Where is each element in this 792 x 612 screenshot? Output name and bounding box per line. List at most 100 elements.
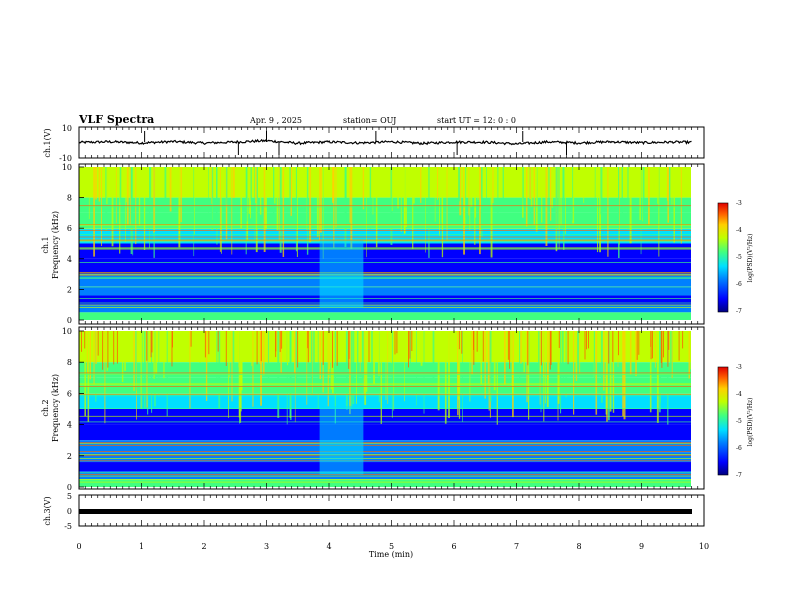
spectrogram-streak xyxy=(640,167,642,255)
spectrogram-streak xyxy=(593,331,595,392)
spectrogram-streak xyxy=(504,331,506,385)
spectrogram-streak xyxy=(525,167,528,227)
spectrogram-streak xyxy=(319,331,321,380)
spectrogram-streak xyxy=(458,331,460,400)
spectrogram-streak xyxy=(519,331,521,387)
spectrogram-streak xyxy=(487,331,489,384)
spectrogram-streak xyxy=(629,167,632,244)
spectrogram-streak xyxy=(143,167,146,250)
spectrogram-hot-streak xyxy=(151,331,153,353)
spectrogram-streak xyxy=(403,167,405,234)
spectrogram-streak xyxy=(104,331,106,424)
spectrogram-hot-streak xyxy=(550,331,552,365)
spectrogram-streak xyxy=(558,167,560,250)
spectrogram-streak xyxy=(372,167,374,215)
spectrogram-line xyxy=(79,224,691,225)
spectrogram-streak xyxy=(328,331,330,378)
spectrogram-line xyxy=(79,298,691,299)
ch1-colorbar-ramp xyxy=(717,202,729,313)
spectrogram-streak xyxy=(332,167,335,201)
spectrogram-streak xyxy=(471,331,473,375)
spectrogram-streak xyxy=(263,167,266,252)
spectrogram-hot-streak xyxy=(217,331,219,352)
spectrogram-streak xyxy=(659,331,661,413)
spectrogram-streak xyxy=(657,167,659,204)
ch1-colorbar-tick-m6: -6 xyxy=(736,281,742,288)
ch2-colorbar-tick-m7: -7 xyxy=(736,472,742,479)
spectrogram-hot-streak xyxy=(260,331,262,362)
spectrogram-streak xyxy=(563,167,565,250)
spectrogram-line xyxy=(79,455,691,457)
spectrogram-streak xyxy=(320,167,322,233)
spectrogram-hot-streak xyxy=(692,331,693,348)
spectrogram-streak xyxy=(479,167,481,255)
spectrogram-streak xyxy=(492,167,494,204)
spectrogram-streak xyxy=(319,167,320,241)
spectrogram-line xyxy=(79,248,691,250)
spectrogram-line xyxy=(79,206,691,208)
spectrogram-streak xyxy=(538,331,540,369)
spectrogram-streak xyxy=(356,331,357,404)
spectrogram-streak xyxy=(153,167,155,234)
spectrogram-hot-streak xyxy=(612,331,614,362)
spectrogram-streak xyxy=(468,167,470,216)
spectrogram-streak xyxy=(484,331,486,399)
spectrogram-streak xyxy=(154,167,156,232)
date-label: Apr. 9 , 2025 xyxy=(249,116,302,125)
spectrogram-line xyxy=(79,445,691,446)
spectrogram-line xyxy=(79,248,691,249)
ch2-colorbar: -3 -4 -5 -6 -7 log(PSD)(V²/Hz) xyxy=(717,364,754,479)
spectrogram-streak xyxy=(95,331,97,364)
spectrogram-hot-streak xyxy=(608,331,610,364)
ch1-waveform-trace xyxy=(78,131,692,155)
spectrogram-streak xyxy=(607,331,610,421)
spectrogram-streak xyxy=(250,167,252,202)
spectrogram-streak xyxy=(391,331,393,364)
ch1-ytick-top: 10 xyxy=(62,124,72,133)
spectrogram-line xyxy=(79,247,691,249)
spectrogram-line xyxy=(79,230,691,231)
spectrogram-streak xyxy=(135,331,137,391)
spectrogram-streak xyxy=(393,331,395,411)
spectrogram-streak xyxy=(317,331,319,409)
frequency-tick-label: 2 xyxy=(67,285,72,294)
spectrogram-streak xyxy=(560,167,562,225)
spectrogram-streak xyxy=(555,167,558,251)
spectrogram-line xyxy=(79,372,691,374)
spectrogram-band xyxy=(79,409,691,425)
spectrogram-streak xyxy=(362,167,365,210)
spectrogram-hot-streak xyxy=(107,331,109,368)
spectrogram-streak xyxy=(603,331,605,391)
spectrogram-streak xyxy=(385,331,387,400)
spectrogram-streak xyxy=(446,167,448,242)
spectrogram-line xyxy=(79,228,691,230)
spectrogram-streak xyxy=(642,167,645,218)
spectrogram-streak xyxy=(169,167,172,212)
spectrogram-band xyxy=(79,295,691,305)
ch1-ytick-bottom: -10 xyxy=(59,154,72,163)
spectrogram-streak xyxy=(420,331,423,366)
spectrogram-streak xyxy=(211,167,213,204)
spectrogram-line xyxy=(79,274,691,276)
spectrogram-streak xyxy=(528,331,530,420)
spectrogram-hot-streak xyxy=(476,331,478,352)
spectrogram-streak xyxy=(352,331,355,405)
spectrogram-streak xyxy=(656,331,659,423)
spectrogram-hot-streak xyxy=(81,331,82,352)
spectrogram-streak xyxy=(364,331,367,405)
spectrogram-streak xyxy=(623,331,626,420)
spectrogram-streak xyxy=(194,167,195,235)
spectrogram-streak xyxy=(400,167,402,232)
spectrogram-streak xyxy=(420,167,422,203)
spectrogram-streak xyxy=(565,167,566,234)
spectrogram-streak xyxy=(149,167,150,248)
spectrogram-streak xyxy=(551,167,553,208)
spectrogram-streak xyxy=(432,331,435,381)
spectrogram-streak xyxy=(115,167,117,224)
spectrogram-hot-streak xyxy=(549,331,551,370)
spectrogram-line xyxy=(79,205,691,207)
spectrogram-streak xyxy=(612,331,614,397)
time-tick-label: 1 xyxy=(139,542,144,551)
spectrogram-hot-streak xyxy=(409,331,411,359)
spectrogram-streak xyxy=(539,331,541,405)
